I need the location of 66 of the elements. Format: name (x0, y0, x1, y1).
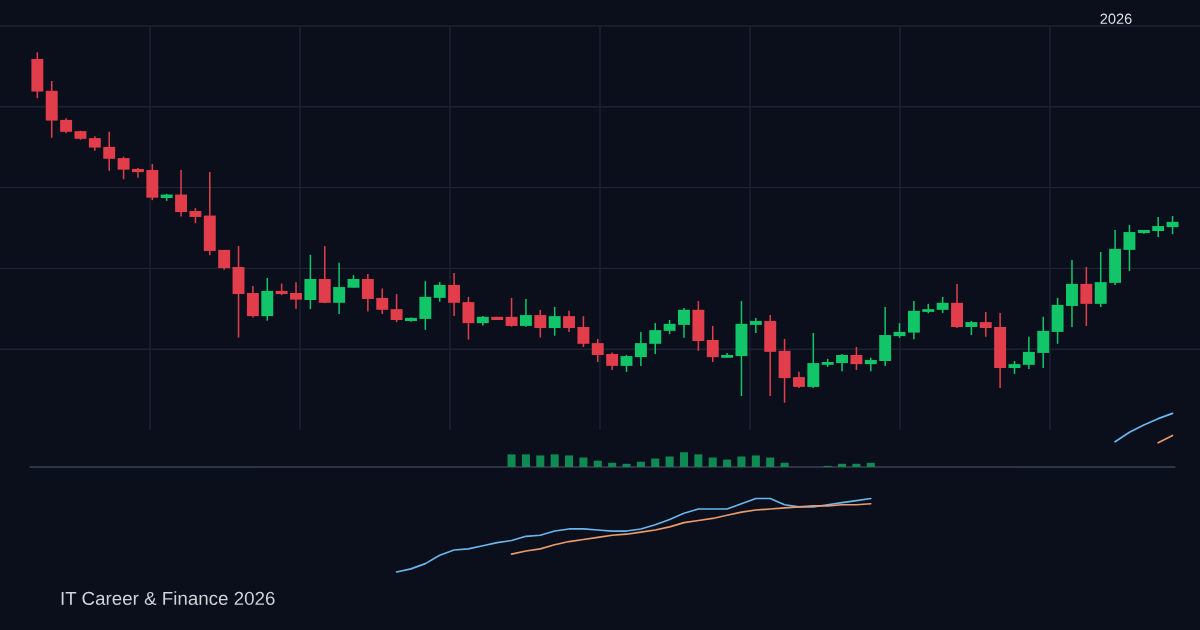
text: 2026 (1100, 13, 1132, 24)
candlestick (979, 311, 992, 338)
candlestick (419, 280, 432, 331)
bar (751, 455, 760, 467)
candlestick (519, 298, 532, 328)
bar (679, 452, 689, 467)
bar (708, 457, 717, 467)
candlestick (548, 306, 561, 337)
text: IT Career & Finance 2026 (61, 591, 275, 606)
candlestick (563, 310, 575, 333)
candlestick (850, 346, 863, 371)
candlestick (1066, 259, 1078, 328)
candlestick (1152, 216, 1165, 238)
candlestick (103, 131, 116, 172)
candlestick (290, 281, 302, 310)
bar (780, 462, 789, 467)
candlestick (1166, 215, 1179, 235)
candlestick (304, 254, 317, 310)
candlestick (706, 325, 719, 363)
bar (507, 454, 516, 467)
candlestick (433, 281, 446, 303)
bar (866, 462, 875, 467)
candlestick (361, 273, 374, 313)
candlestick (634, 331, 647, 367)
candlestick (749, 317, 762, 334)
candlestick (175, 169, 188, 218)
candlestick (505, 297, 518, 328)
candlestick (246, 285, 259, 319)
candlestick (1123, 224, 1136, 272)
bar (579, 457, 588, 467)
candlestick (907, 300, 920, 341)
bar (593, 460, 602, 467)
candlestick (462, 296, 475, 341)
candlestick (1080, 266, 1093, 327)
candlestick (577, 315, 590, 348)
candlestick (534, 309, 547, 339)
candlestick (318, 245, 331, 304)
bar (536, 455, 545, 467)
bar (737, 456, 746, 467)
bar (622, 463, 631, 467)
candlestick (678, 307, 690, 339)
bar (521, 454, 530, 467)
candlestick (448, 272, 461, 317)
bar (550, 454, 559, 467)
candlestick (1094, 251, 1107, 308)
bar (665, 456, 674, 467)
bar (723, 459, 732, 467)
bar (565, 455, 574, 467)
bar (766, 457, 775, 467)
bar (694, 454, 703, 467)
candlestick (333, 262, 346, 315)
bar (651, 458, 660, 467)
candlestick (390, 293, 403, 323)
candlestick (131, 167, 144, 179)
bar (636, 461, 645, 467)
candlestick (649, 322, 662, 355)
bar (838, 463, 847, 467)
candlestick (376, 287, 389, 315)
candlestick (1037, 316, 1050, 369)
candlestick (864, 357, 877, 372)
bar (852, 463, 861, 467)
bar (608, 462, 617, 467)
candlestick (117, 155, 130, 180)
candlestick (1022, 336, 1035, 370)
candlestick (591, 338, 604, 363)
candlestick (807, 332, 820, 389)
